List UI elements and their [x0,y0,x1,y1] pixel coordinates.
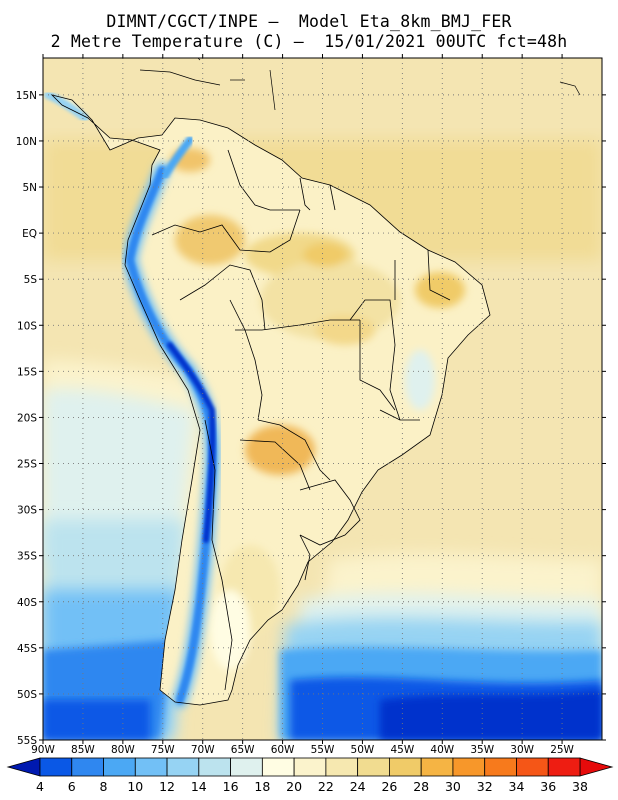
colorbar-segment [261,757,295,777]
lat-label: 40S [17,597,37,609]
colorbar-low-arrow [6,757,41,777]
colorbar-label: 4 [36,779,44,794]
map-field [43,58,602,740]
lon-label: 90W [31,744,55,756]
colorbar-label: 34 [509,779,525,794]
lon-label: 40W [430,744,454,756]
lat-label: 5N [22,182,37,194]
country-borders [50,94,491,706]
map-title-line-2: 2 Metre Temperature (C) – 15/01/2021 00U… [50,32,568,51]
lat-label: 35S [17,551,37,563]
colorbar-high-arrow [579,757,614,777]
colorbar-segment [198,757,231,777]
colorbar-segment [134,757,168,777]
colorbar: 4 6 8 10 12 14 16 18 20 22 24 26 28 30 32 34 36 38 [6,757,614,794]
colorbar-segment [420,757,454,777]
lat-label: 55S [17,735,37,747]
colorbar-label: 26 [381,779,397,794]
lon-label: 75W [151,744,175,756]
lat-label: 10N [16,136,37,148]
colorbar-segment [230,757,263,777]
colorbar-label: 38 [572,779,588,794]
colorbar-segment [516,757,549,777]
colorbar-label: 14 [191,779,207,794]
colorbar-label: 16 [223,779,239,794]
lon-label: 35W [470,744,494,756]
map-title-line-1: DIMNT/CGCT/INPE – Model Eta_8km_BMJ_FER [106,12,512,31]
lat-label: 15N [16,90,37,102]
colorbar-label: 22 [318,779,334,794]
lat-label: 30S [17,505,37,517]
lat-label: 50S [17,689,37,701]
lon-label: 85W [71,744,95,756]
colorbar-segment [293,757,327,777]
colorbar-label: 24 [350,779,366,794]
lon-label: 70W [191,744,215,756]
colorbar-label: 8 [100,779,108,794]
lat-label: 15S [17,366,37,378]
lon-label: 30W [510,744,534,756]
lat-label: 25S [17,459,37,471]
colorbar-label: 18 [254,779,270,794]
colorbar-label: 12 [159,779,175,794]
colorbar-segment [39,757,73,777]
colorbar-label: 32 [477,779,493,794]
colorbar-segment [389,757,422,777]
colorbar-segment [103,757,136,777]
colorbar-label: 10 [127,779,143,794]
lat-label: EQ [22,228,37,240]
colorbar-label: 28 [413,779,429,794]
lat-label: 10S [17,320,37,332]
axis-ticks: 15N 10N 5N EQ 5S 10S 15S 20S 25S 30S 35S 40S 45S 50S 5… [16,54,606,756]
lon-label: 55W [311,744,335,756]
graticule [43,58,602,740]
colorbar-segment [484,757,517,777]
colorbar-label: 30 [445,779,461,794]
colorbar-segment [325,757,359,777]
lon-label: 25W [550,744,574,756]
colorbar-segment [357,757,390,777]
colorbar-label: 36 [540,779,556,794]
colorbar-label: 6 [68,779,76,794]
colorbar-segment [547,757,581,777]
colorbar-label: 20 [286,779,302,794]
lat-label: 20S [17,412,37,424]
colorbar-segment [452,757,486,777]
lon-label: 65W [231,744,255,756]
lon-label: 80W [111,744,135,756]
lon-label: 50W [351,744,375,756]
colorbar-segment [166,757,200,777]
lat-label: 5S [24,274,38,286]
colorbar-segment [71,757,104,777]
lon-label: 60W [271,744,295,756]
lon-label: 45W [390,744,414,756]
lat-label: 45S [17,643,37,655]
